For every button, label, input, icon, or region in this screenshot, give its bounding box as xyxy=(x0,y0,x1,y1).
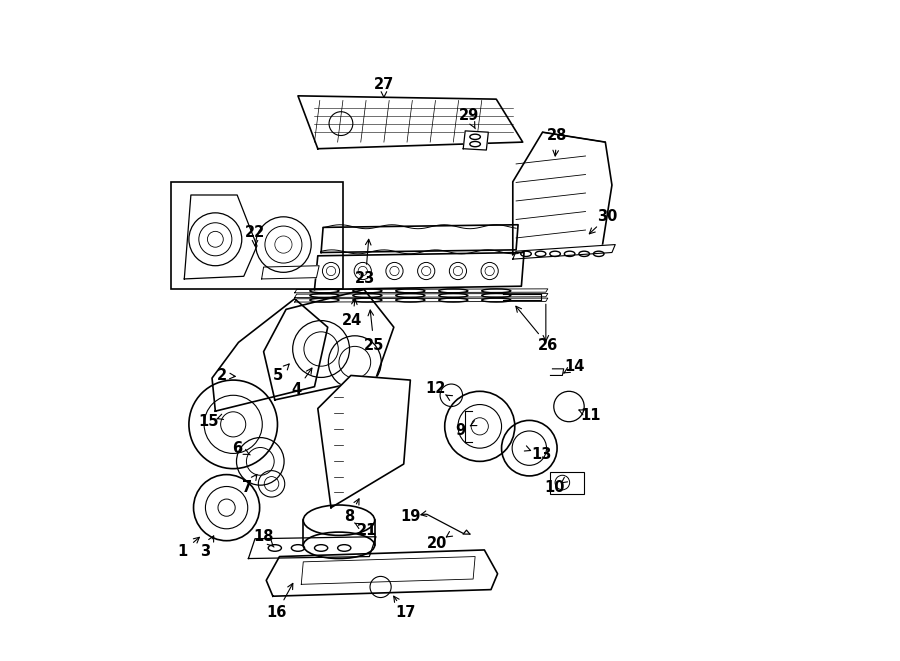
Text: 1: 1 xyxy=(177,545,187,559)
Polygon shape xyxy=(248,537,376,559)
Text: 21: 21 xyxy=(357,523,378,537)
Text: 18: 18 xyxy=(253,529,274,544)
Text: 29: 29 xyxy=(458,108,479,123)
Text: 19: 19 xyxy=(400,510,420,524)
Polygon shape xyxy=(264,290,394,400)
Text: 7: 7 xyxy=(242,481,252,495)
Text: 9: 9 xyxy=(454,424,465,438)
Text: 25: 25 xyxy=(364,338,384,352)
Text: 22: 22 xyxy=(245,225,266,240)
Polygon shape xyxy=(318,375,410,508)
Bar xyxy=(171,182,343,289)
Text: 30: 30 xyxy=(597,210,617,224)
Text: 8: 8 xyxy=(345,510,355,524)
Polygon shape xyxy=(513,132,612,254)
Polygon shape xyxy=(298,96,523,149)
Text: 16: 16 xyxy=(266,605,287,620)
Polygon shape xyxy=(294,298,548,302)
Polygon shape xyxy=(294,293,548,297)
Bar xyxy=(551,472,583,494)
Text: 3: 3 xyxy=(201,545,211,559)
Text: 24: 24 xyxy=(342,313,363,328)
Polygon shape xyxy=(321,225,518,253)
Polygon shape xyxy=(464,131,489,150)
Text: 11: 11 xyxy=(580,408,600,422)
Text: 14: 14 xyxy=(564,360,584,374)
Text: 6: 6 xyxy=(232,441,242,455)
Text: 26: 26 xyxy=(537,338,558,352)
Text: 10: 10 xyxy=(544,481,564,495)
Text: 17: 17 xyxy=(395,605,415,620)
Polygon shape xyxy=(314,253,524,290)
Polygon shape xyxy=(262,266,320,279)
Text: 13: 13 xyxy=(531,447,552,462)
Text: 28: 28 xyxy=(547,128,567,143)
Polygon shape xyxy=(266,550,498,596)
Text: 20: 20 xyxy=(427,536,447,551)
Polygon shape xyxy=(212,299,328,411)
Text: 4: 4 xyxy=(292,383,302,397)
Polygon shape xyxy=(513,245,616,259)
Text: 2: 2 xyxy=(217,368,227,383)
Text: 15: 15 xyxy=(199,414,219,429)
Text: 27: 27 xyxy=(374,77,394,92)
Text: 12: 12 xyxy=(426,381,446,396)
Text: 5: 5 xyxy=(273,368,284,383)
Polygon shape xyxy=(184,195,257,279)
Text: 23: 23 xyxy=(356,272,375,286)
Polygon shape xyxy=(294,289,548,293)
